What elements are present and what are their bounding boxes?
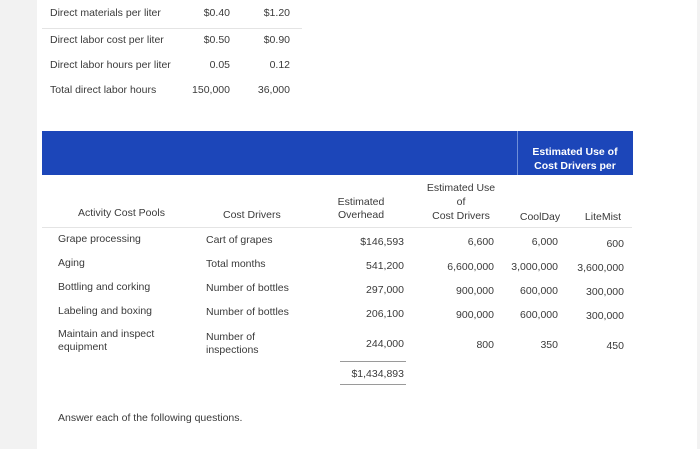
document-page [37, 0, 697, 449]
instructions-text: Answer each of the following questions. [58, 412, 243, 424]
top-row-label: Total direct labor hours [50, 84, 157, 96]
row-litemist: 600 [606, 238, 624, 250]
header-activity-cost-pools: Activity Cost Pools [78, 207, 165, 219]
row-pool: Maintain and inspect [58, 328, 155, 340]
top-row-value-b: 36,000 [257, 84, 290, 96]
row-pool: Grape processing [58, 233, 141, 245]
header-estimated-use-line2: of [456, 196, 466, 208]
row-litemist: 300,000 [586, 310, 624, 322]
row-coolday: 6,000 [531, 236, 558, 248]
total-rule-bottom [340, 384, 406, 385]
header-divider [42, 227, 632, 228]
top-row-value-a: $0.40 [203, 7, 230, 19]
top-row-label: Direct labor cost per liter [50, 34, 164, 46]
top-row-value-b: $1.20 [263, 7, 290, 19]
row-coolday: 350 [540, 339, 558, 351]
row-coolday: 600,000 [520, 309, 558, 321]
band-header-text: Estimated Use of Cost Drivers per Produc… [532, 146, 618, 186]
row-use: 6,600,000 [447, 261, 494, 273]
row-overhead: 297,000 [366, 284, 404, 296]
header-litemist: LiteMist [584, 211, 622, 223]
row-overhead: $146,593 [360, 236, 404, 248]
row-pool: Labeling and boxing [58, 305, 152, 317]
row-driver: Number of [206, 331, 256, 343]
header-estimated-overhead-line2: Overhead [337, 209, 385, 221]
top-row-value-a: $0.50 [203, 34, 230, 46]
row-pool: Aging [58, 257, 85, 269]
row-pool-line2: equipment [58, 341, 108, 353]
top-row-label: Direct labor hours per liter [50, 59, 171, 71]
header-coolday: CoolDay [519, 211, 561, 223]
row-coolday: 600,000 [520, 285, 558, 297]
row-use: 900,000 [456, 285, 494, 297]
row-litemist: 300,000 [586, 286, 624, 298]
row-driver: Total months [206, 258, 266, 270]
row-litemist: 3,600,000 [577, 262, 624, 274]
row-overhead: 541,200 [366, 260, 404, 272]
total-overhead: $1,434,893 [351, 368, 404, 380]
header-estimated-use-line3: Cost Drivers [432, 210, 490, 222]
row-driver: Number of bottles [206, 306, 289, 318]
row-driver: Cart of grapes [206, 234, 273, 246]
header-cost-drivers: Cost Drivers [223, 209, 281, 221]
row-coolday: 3,000,000 [511, 261, 558, 273]
top-row-label: Direct materials per liter [50, 7, 161, 19]
top-row-value-b: 0.12 [269, 59, 290, 71]
header-estimated-overhead-line1: Estimated [337, 196, 385, 208]
top-row-value-b: $0.90 [263, 34, 290, 46]
top-row-value-a: 150,000 [192, 84, 230, 96]
row-divider [42, 28, 302, 29]
row-overhead: 244,000 [366, 338, 404, 350]
row-pool: Bottling and corking [58, 281, 151, 293]
band-header-cell [517, 131, 633, 175]
header-estimated-use-line1: Estimated Use [426, 182, 496, 194]
total-rule-top [340, 361, 406, 362]
row-use: 6,600 [467, 236, 494, 248]
row-litemist: 450 [606, 340, 624, 352]
row-overhead: 206,100 [366, 308, 404, 320]
row-use: 800 [476, 339, 494, 351]
top-row-value-a: 0.05 [209, 59, 230, 71]
row-driver: Number of bottles [206, 282, 289, 294]
row-use: 900,000 [456, 309, 494, 321]
row-driver-line2: inspections [206, 344, 259, 356]
